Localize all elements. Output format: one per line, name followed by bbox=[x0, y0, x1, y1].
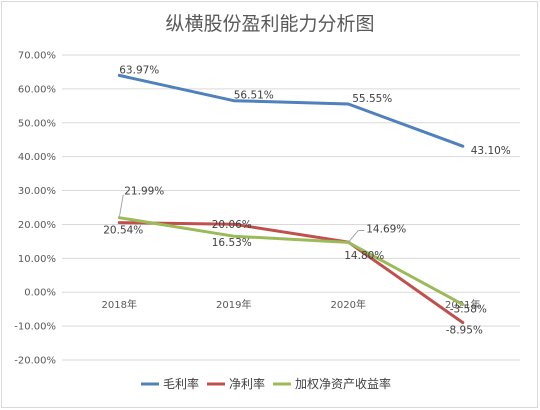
data-label: 43.10% bbox=[471, 145, 511, 157]
y-tick-label: 0.00% bbox=[24, 288, 56, 299]
data-label: 14.80% bbox=[344, 250, 384, 262]
data-label: 20.54% bbox=[103, 225, 143, 237]
data-label: 20.06% bbox=[212, 219, 252, 231]
data-label: -3.58% bbox=[450, 303, 487, 315]
leader-line bbox=[347, 229, 365, 243]
y-tick-label: 50.00% bbox=[18, 118, 56, 129]
data-label: 55.55% bbox=[352, 93, 392, 105]
data-label: -8.95% bbox=[446, 325, 483, 337]
x-tick-label: 2020年 bbox=[331, 298, 366, 311]
data-labels: 63.97% 56.51% 55.55% 43.10% 20.54% 20.06% 14.8… bbox=[103, 64, 511, 336]
y-tick-label: -20.00% bbox=[14, 356, 56, 367]
data-label: 16.53% bbox=[212, 237, 252, 249]
x-tick-label: 2018年 bbox=[102, 298, 137, 311]
data-label-leader-lines bbox=[118, 194, 365, 243]
y-tick-label: 70.00% bbox=[18, 51, 56, 62]
legend-label: 毛利率 bbox=[163, 376, 199, 391]
series-line-0 bbox=[117, 73, 465, 148]
gridlines bbox=[62, 54, 520, 361]
y-tick-label: 20.00% bbox=[18, 220, 56, 231]
y-tick-label: 10.00% bbox=[18, 254, 56, 265]
chart-title: 纵横股份盈利能力分析图 bbox=[165, 13, 374, 35]
data-label: 21.99% bbox=[124, 186, 164, 198]
data-label: 14.69% bbox=[366, 223, 406, 235]
series-lines bbox=[117, 73, 465, 325]
leader-line bbox=[118, 194, 124, 218]
series-line-1 bbox=[117, 221, 465, 325]
x-axis-tick-labels: 2018年 2019年 2020年 2021年 bbox=[102, 298, 481, 311]
y-tick-label: 30.00% bbox=[18, 186, 56, 197]
y-axis-tick-labels: 70.00% 60.00% 50.00% 40.00% 30.00% 20.00% 10.0… bbox=[14, 51, 56, 367]
y-tick-label: -10.00% bbox=[14, 322, 56, 333]
legend-label: 加权净资产收益率 bbox=[295, 376, 391, 391]
y-tick-label: 40.00% bbox=[18, 152, 56, 163]
data-label: 63.97% bbox=[119, 64, 159, 76]
x-tick-label: 2019年 bbox=[216, 298, 251, 311]
legend: 毛利率 净利率 加权净资产收益率 bbox=[141, 376, 391, 391]
series-line-2 bbox=[117, 216, 465, 306]
y-tick-label: 60.00% bbox=[18, 84, 56, 95]
data-label: 56.51% bbox=[234, 90, 274, 102]
legend-label: 净利率 bbox=[229, 376, 265, 391]
